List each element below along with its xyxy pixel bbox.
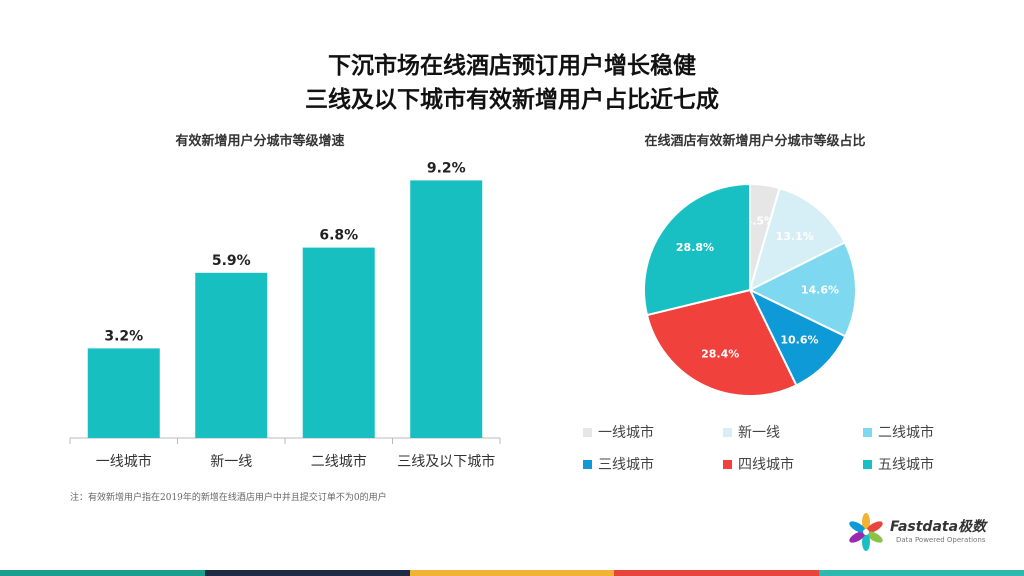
bar bbox=[195, 272, 268, 438]
pie-slice-label: 4.5% bbox=[745, 215, 776, 228]
pie-slice-label: 14.6% bbox=[801, 284, 839, 297]
legend-label: 二线城市 bbox=[878, 425, 934, 441]
legend-swatch bbox=[723, 427, 732, 437]
legend-item: 新一线 bbox=[723, 422, 863, 442]
bar-value-label: 9.2% bbox=[427, 160, 466, 176]
title-line-2: 三线及以下城市有效新增用户占比近七成 bbox=[305, 87, 719, 113]
pie-legend: 一线城市 新一线 二线城市三线城市 四线城市 五线城市 bbox=[583, 422, 983, 474]
legend-item: 五线城市 bbox=[863, 454, 983, 474]
pie-chart-title: 在线酒店有效新增用户分城市等级占比 bbox=[644, 134, 866, 149]
legend-item: 四线城市 bbox=[723, 454, 863, 474]
legend-swatch bbox=[583, 459, 592, 469]
logo-flower-icon bbox=[849, 513, 883, 551]
footer-segment bbox=[0, 570, 205, 576]
pie-slice-label: 28.8% bbox=[676, 241, 714, 254]
x-tick-label: 新一线 bbox=[210, 454, 252, 470]
footer-segment bbox=[409, 570, 615, 576]
bar-chart-title: 有效新增用户分城市等级增速 bbox=[175, 134, 345, 149]
x-tick-label: 三线及以下城市 bbox=[397, 453, 495, 470]
logo-tagline: Data Powered Operations bbox=[896, 536, 986, 544]
title-line-1: 下沉市场在线酒店预订用户增长稳健 bbox=[328, 53, 696, 79]
pie-slice bbox=[643, 182, 751, 317]
legend-item: 三线城市 bbox=[583, 454, 723, 474]
legend-swatch bbox=[583, 427, 592, 437]
bar bbox=[410, 180, 483, 438]
pie-slice bbox=[645, 288, 798, 397]
logo-name: Fastdata极数 bbox=[890, 519, 987, 535]
footer-color-bar bbox=[0, 570, 1024, 576]
bar-chart: 3.2% 一线城市 5.9% 新一线 6.8% 二线城市 9.2% 三线及以下城市 bbox=[69, 160, 501, 470]
bar bbox=[87, 348, 160, 438]
footer-segment bbox=[614, 570, 820, 576]
legend-label: 四线城市 bbox=[738, 457, 794, 473]
pie-slice-label: 13.1% bbox=[776, 230, 814, 243]
x-tick-label: 一线城市 bbox=[96, 453, 152, 470]
bar-value-label: 3.2% bbox=[104, 328, 143, 344]
bar-value-label: 6.8% bbox=[319, 228, 358, 244]
pie-slice bbox=[747, 287, 847, 387]
footer-segment bbox=[204, 570, 410, 576]
pie-slice-label: 28.4% bbox=[701, 347, 739, 360]
legend-swatch bbox=[863, 459, 872, 469]
bar bbox=[302, 247, 375, 438]
footer-segment bbox=[819, 570, 1024, 576]
legend-label: 三线城市 bbox=[598, 457, 654, 473]
pie-slice-label: 10.6% bbox=[780, 333, 818, 346]
legend-label: 一线城市 bbox=[598, 425, 654, 441]
fastdata-logo: Fastdata极数 Data Powered Operations bbox=[846, 510, 1016, 554]
legend-item: 二线城市 bbox=[863, 422, 983, 442]
footnote: 注：有效新增用户指在2019年的新增在线酒店用户中并且提交订单不为0的用户 bbox=[70, 493, 387, 503]
pie-chart: 4.5%13.1% 14.6% 10.6% 28.4% 28.8% bbox=[643, 182, 857, 397]
legend-label: 五线城市 bbox=[878, 457, 934, 473]
legend-swatch bbox=[863, 427, 872, 437]
legend-swatch bbox=[723, 459, 732, 469]
legend-item: 一线城市 bbox=[583, 422, 723, 442]
pie-slice bbox=[748, 186, 847, 292]
legend-label: 新一线 bbox=[738, 425, 780, 441]
bar-value-label: 5.9% bbox=[212, 253, 251, 269]
pie-slice bbox=[747, 241, 857, 338]
x-tick-label: 二线城市 bbox=[311, 453, 367, 470]
